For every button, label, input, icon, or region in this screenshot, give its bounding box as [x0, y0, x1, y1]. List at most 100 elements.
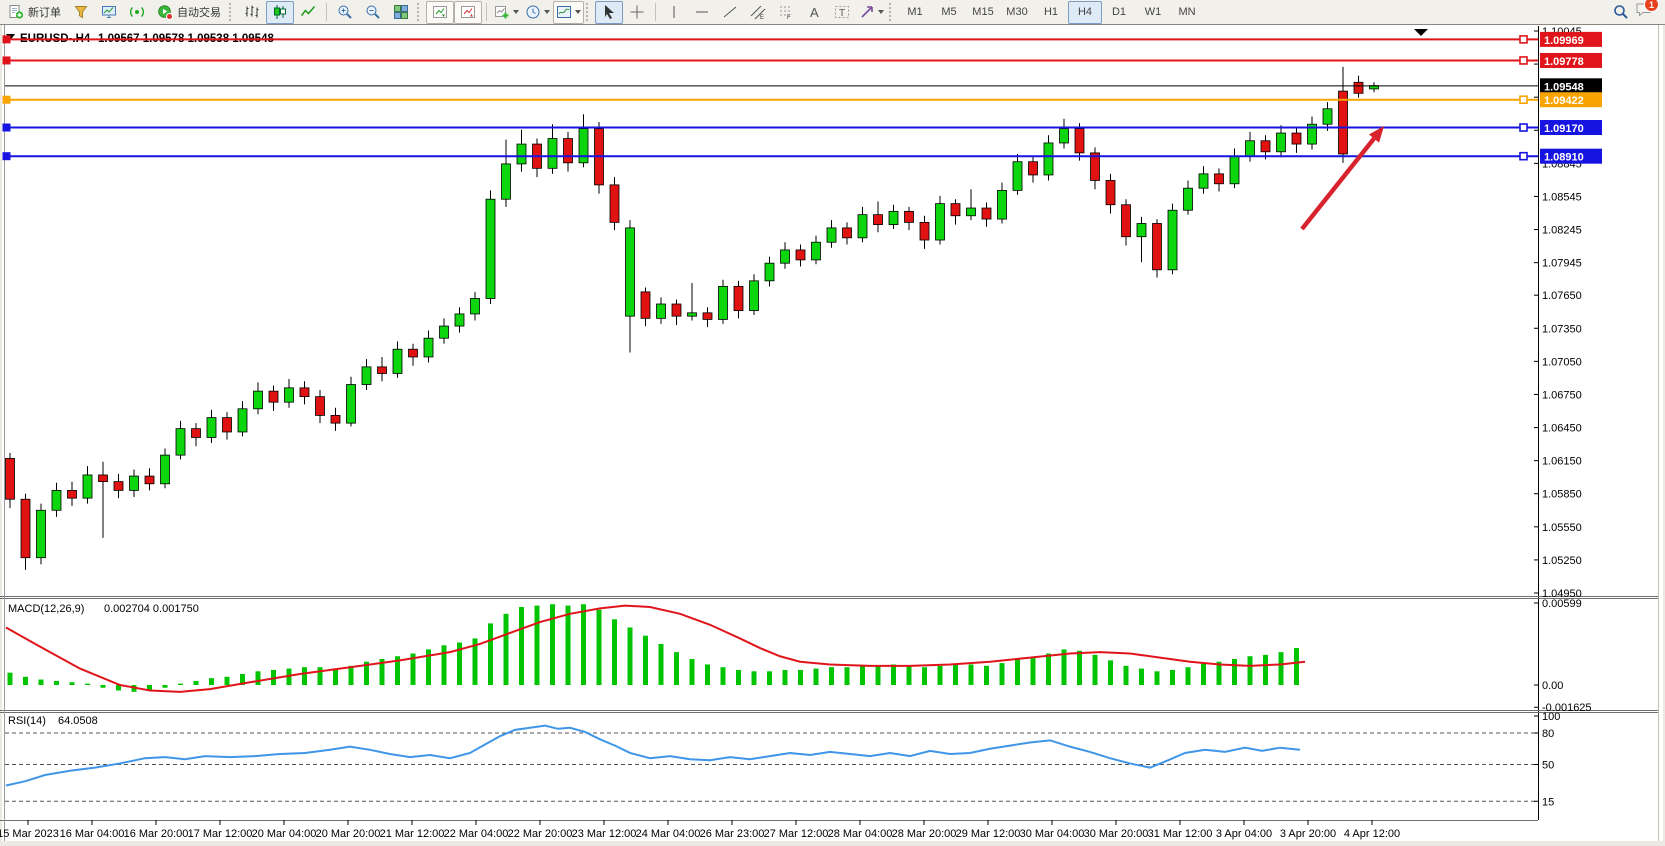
annotation-arrow-shaft[interactable] [1300, 137, 1376, 231]
auto-trading-label: 自动交易 [177, 7, 221, 19]
timeframe-w1[interactable]: W1 [1144, 6, 1162, 18]
candle [733, 285, 744, 312]
candle [997, 189, 1007, 220]
candle [20, 498, 31, 559]
vertical-line-button[interactable] [660, 1, 688, 24]
candle [702, 312, 713, 320]
timeframe-h1[interactable]: H1 [1043, 6, 1059, 18]
text-label-button[interactable]: T [828, 1, 856, 24]
toolbar: 新订单 自动交易 E F A T M1 M5 M15 M30 H1 H4 D1 W1 MN 1 [0, 0, 1665, 25]
hline-handle-right[interactable] [1519, 151, 1528, 161]
timeframe-m5[interactable]: M5 [941, 6, 957, 18]
auto-trading-button[interactable]: 自动交易 [151, 1, 227, 24]
chart-window-button[interactable] [95, 1, 123, 24]
period-button[interactable] [522, 1, 553, 24]
candle [1074, 128, 1085, 154]
timeframe-d1[interactable]: D1 [1111, 6, 1127, 18]
macd-histogram-bar [23, 676, 28, 685]
notifications-button[interactable]: 1 [1635, 0, 1659, 23]
macd-histogram-bar [643, 635, 648, 685]
candle [470, 298, 480, 315]
hline-handle-left[interactable] [2, 152, 11, 161]
arrows-button[interactable] [856, 1, 887, 24]
hline-handle-right[interactable] [1519, 95, 1528, 105]
timeframe-h4[interactable]: H4 [1068, 0, 1102, 24]
candlestick-chart-button[interactable] [266, 0, 294, 24]
time-tick-label: 31 Mar 12:00 [1148, 828, 1213, 840]
search-icon [1613, 4, 1629, 20]
time-tick-label: 22 Mar 20:00 [508, 828, 573, 840]
monitor-icon [101, 4, 117, 20]
candle [129, 475, 139, 491]
trendline-button[interactable] [716, 1, 744, 24]
show-orders-button[interactable] [454, 0, 482, 24]
macd-histogram-bar [147, 685, 152, 691]
hline-handle-right[interactable] [1519, 123, 1528, 132]
candle [547, 138, 558, 169]
search-button[interactable] [1607, 1, 1635, 24]
macd-histogram-bar [255, 671, 261, 685]
template-button[interactable] [553, 0, 584, 24]
shapes-icon [859, 4, 875, 20]
zoom-out-button[interactable] [359, 1, 387, 24]
candle [98, 474, 108, 482]
hline-handle-right[interactable] [1519, 56, 1528, 65]
bar-chart-button[interactable] [238, 1, 266, 24]
candle [408, 348, 418, 358]
crosshair-button[interactable] [623, 1, 651, 24]
timeframe-m30[interactable]: M30 [1006, 6, 1028, 18]
timeframe-m1[interactable]: M1 [907, 6, 923, 18]
market-depth-button[interactable] [67, 1, 95, 24]
show-profit-button[interactable] [426, 0, 454, 24]
candle [315, 396, 325, 416]
hline-handle-left[interactable] [2, 95, 11, 104]
macd-histogram-bar [1201, 663, 1206, 685]
candle [377, 366, 387, 374]
zoom-in-button[interactable] [331, 1, 359, 24]
macd-histogram-bar [968, 664, 974, 685]
hline-handle-left[interactable] [2, 123, 11, 132]
time-tick-label: 4 Apr 12:00 [1344, 828, 1400, 840]
signals-button[interactable] [123, 1, 151, 24]
macd-tick-label: -0.001625 [1542, 702, 1592, 714]
candle [795, 249, 806, 261]
hline-handle-right[interactable] [1519, 35, 1528, 44]
fibonacci-button[interactable]: F [772, 1, 800, 24]
annotation-arrow-head[interactable] [1368, 126, 1384, 143]
rsi-line [5, 724, 1301, 787]
macd-histogram-bar [85, 683, 90, 685]
rsi-value: 64.0508 [58, 715, 98, 727]
horizontal-line-button[interactable] [688, 1, 716, 24]
candle [842, 227, 852, 239]
timeframe-m15[interactable]: M15 [972, 6, 994, 18]
macd-histogram-bar [69, 682, 75, 685]
svg-text:E: E [760, 15, 764, 20]
candle [485, 198, 496, 299]
tile-windows-button[interactable] [387, 1, 415, 24]
channel-button[interactable]: E [744, 1, 772, 24]
line-chart-button[interactable] [294, 1, 322, 24]
macd-histogram-bar [178, 683, 183, 685]
hline-handle-left[interactable] [2, 56, 11, 65]
time-tick-label: 21 Mar 12:00 [380, 828, 445, 840]
macd-histogram-bar [829, 667, 834, 685]
cursor-button[interactable] [595, 0, 623, 24]
timeframe-mn[interactable]: MN [1178, 6, 1196, 18]
macd-histogram-bar [193, 680, 199, 685]
candle [950, 203, 961, 217]
add-indicator-button[interactable] [491, 1, 522, 24]
new-order-button[interactable]: 新订单 [2, 1, 67, 24]
macd-histogram-bar [457, 642, 462, 685]
text-button[interactable]: A [800, 1, 828, 24]
macd-histogram-bar [54, 680, 59, 685]
candle [1338, 90, 1348, 155]
candle [299, 387, 310, 398]
macd-histogram-bar [224, 676, 230, 685]
macd-histogram-bar [364, 661, 369, 685]
chart-canvas[interactable]: EURUSD-.H4 1.09567 1.09578 1.09538 1.095… [0, 25, 1665, 846]
hline-handle-left[interactable] [2, 35, 11, 44]
auto-trading-icon [157, 4, 173, 20]
candle [423, 337, 434, 358]
candle [67, 490, 77, 499]
toolbar-grip [417, 3, 422, 21]
